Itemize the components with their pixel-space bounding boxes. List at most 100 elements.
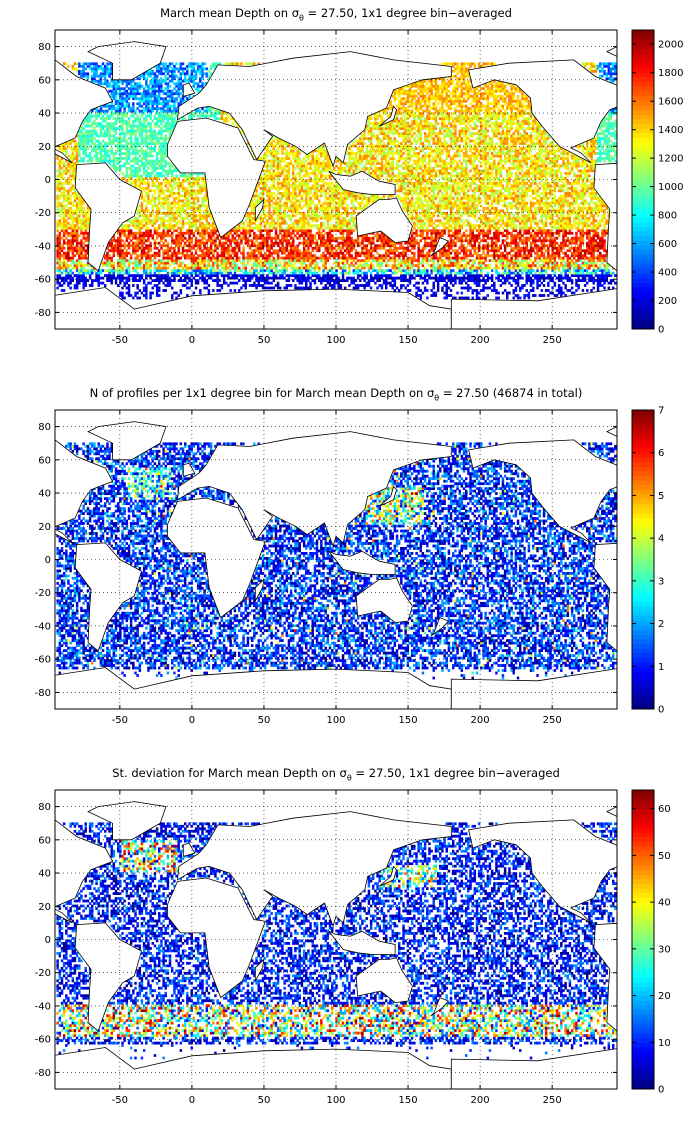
data-cell (395, 286, 399, 290)
data-cell (212, 226, 215, 230)
data-cell (134, 241, 137, 245)
data-cell (84, 279, 87, 282)
data-cell (119, 266, 122, 270)
data-cell (162, 289, 165, 292)
data-cell (408, 264, 412, 267)
data-cell (490, 279, 494, 282)
data-cell (557, 289, 561, 292)
data-cell (138, 289, 142, 292)
data-cell (136, 216, 139, 220)
data-cell (73, 231, 77, 235)
data-cell (525, 226, 528, 230)
data-cell (592, 269, 595, 272)
data-cell (544, 221, 548, 225)
data-cell (516, 216, 520, 220)
data-cell (147, 256, 150, 260)
data-cell (581, 221, 585, 225)
data-cell (235, 231, 239, 235)
data-cell (149, 229, 152, 233)
data-cell (441, 224, 444, 228)
data-cell (529, 224, 533, 228)
data-cell (251, 251, 254, 255)
data-cell (506, 216, 509, 220)
data-cell (484, 296, 487, 300)
data-cell (186, 281, 189, 285)
data-cell (568, 269, 572, 272)
data-cell (71, 224, 75, 228)
data-cell (58, 246, 62, 250)
data-cell (426, 226, 429, 230)
data-cell (486, 286, 490, 290)
data-cell (285, 241, 289, 245)
data-cell (274, 234, 278, 238)
data-cell (385, 256, 388, 260)
data-cell (374, 269, 377, 272)
data-cell (82, 224, 85, 228)
data-cell (138, 264, 142, 267)
data-cell (564, 221, 567, 225)
data-cell (570, 274, 574, 277)
data-cell (261, 286, 265, 290)
data-cell (328, 269, 332, 272)
data-cell (512, 261, 515, 265)
data-cell (287, 261, 291, 265)
data-cell (222, 251, 226, 255)
data-cell (419, 231, 423, 235)
data-cell (467, 249, 470, 253)
data-cell (521, 271, 524, 275)
data-cell (456, 231, 459, 235)
data-cell (534, 274, 537, 277)
data-cell (155, 289, 159, 292)
data-cell (501, 271, 505, 275)
data-cell (86, 221, 90, 225)
data-cell (536, 279, 539, 282)
data-cell (432, 269, 435, 272)
data-cell (465, 256, 468, 260)
data-cell (203, 241, 206, 245)
data-cell (181, 221, 185, 225)
data-cell (404, 261, 407, 265)
data-cell (503, 259, 507, 262)
data-cell (58, 284, 62, 287)
data-cell (503, 271, 507, 275)
data-cell (445, 226, 448, 230)
data-cell (147, 249, 150, 253)
data-cell (343, 224, 347, 228)
data-cell (343, 264, 347, 267)
data-cell (302, 249, 306, 253)
data-cell (164, 251, 167, 255)
data-cell (540, 246, 544, 250)
data-cell (179, 289, 183, 292)
data-cell (75, 274, 79, 277)
data-cell (209, 249, 213, 253)
data-cell (69, 246, 72, 250)
data-cell (441, 221, 444, 225)
data-cell (566, 264, 570, 267)
data-cell (352, 271, 356, 275)
data-cell (171, 271, 174, 275)
data-cell (205, 264, 209, 267)
data-cell (199, 271, 202, 275)
data-cell (322, 259, 325, 262)
data-cell (495, 291, 498, 295)
data-cell (449, 239, 453, 243)
data-cell (300, 271, 304, 275)
data-cell (553, 261, 557, 265)
data-cell (443, 254, 446, 258)
data-cell (596, 289, 600, 292)
data-cell (259, 279, 263, 282)
data-cell (253, 264, 256, 267)
data-cell (164, 284, 167, 287)
data-cell (419, 221, 423, 225)
data-cell (261, 229, 265, 233)
data-cell (324, 216, 327, 220)
data-cell (253, 256, 256, 260)
data-cell (521, 239, 524, 243)
data-cell (549, 254, 552, 258)
data-cell (62, 219, 66, 223)
data-cell (529, 264, 533, 267)
data-cell (417, 256, 420, 260)
data-cell (73, 246, 77, 250)
data-cell (305, 219, 308, 223)
data-cell (188, 249, 191, 253)
